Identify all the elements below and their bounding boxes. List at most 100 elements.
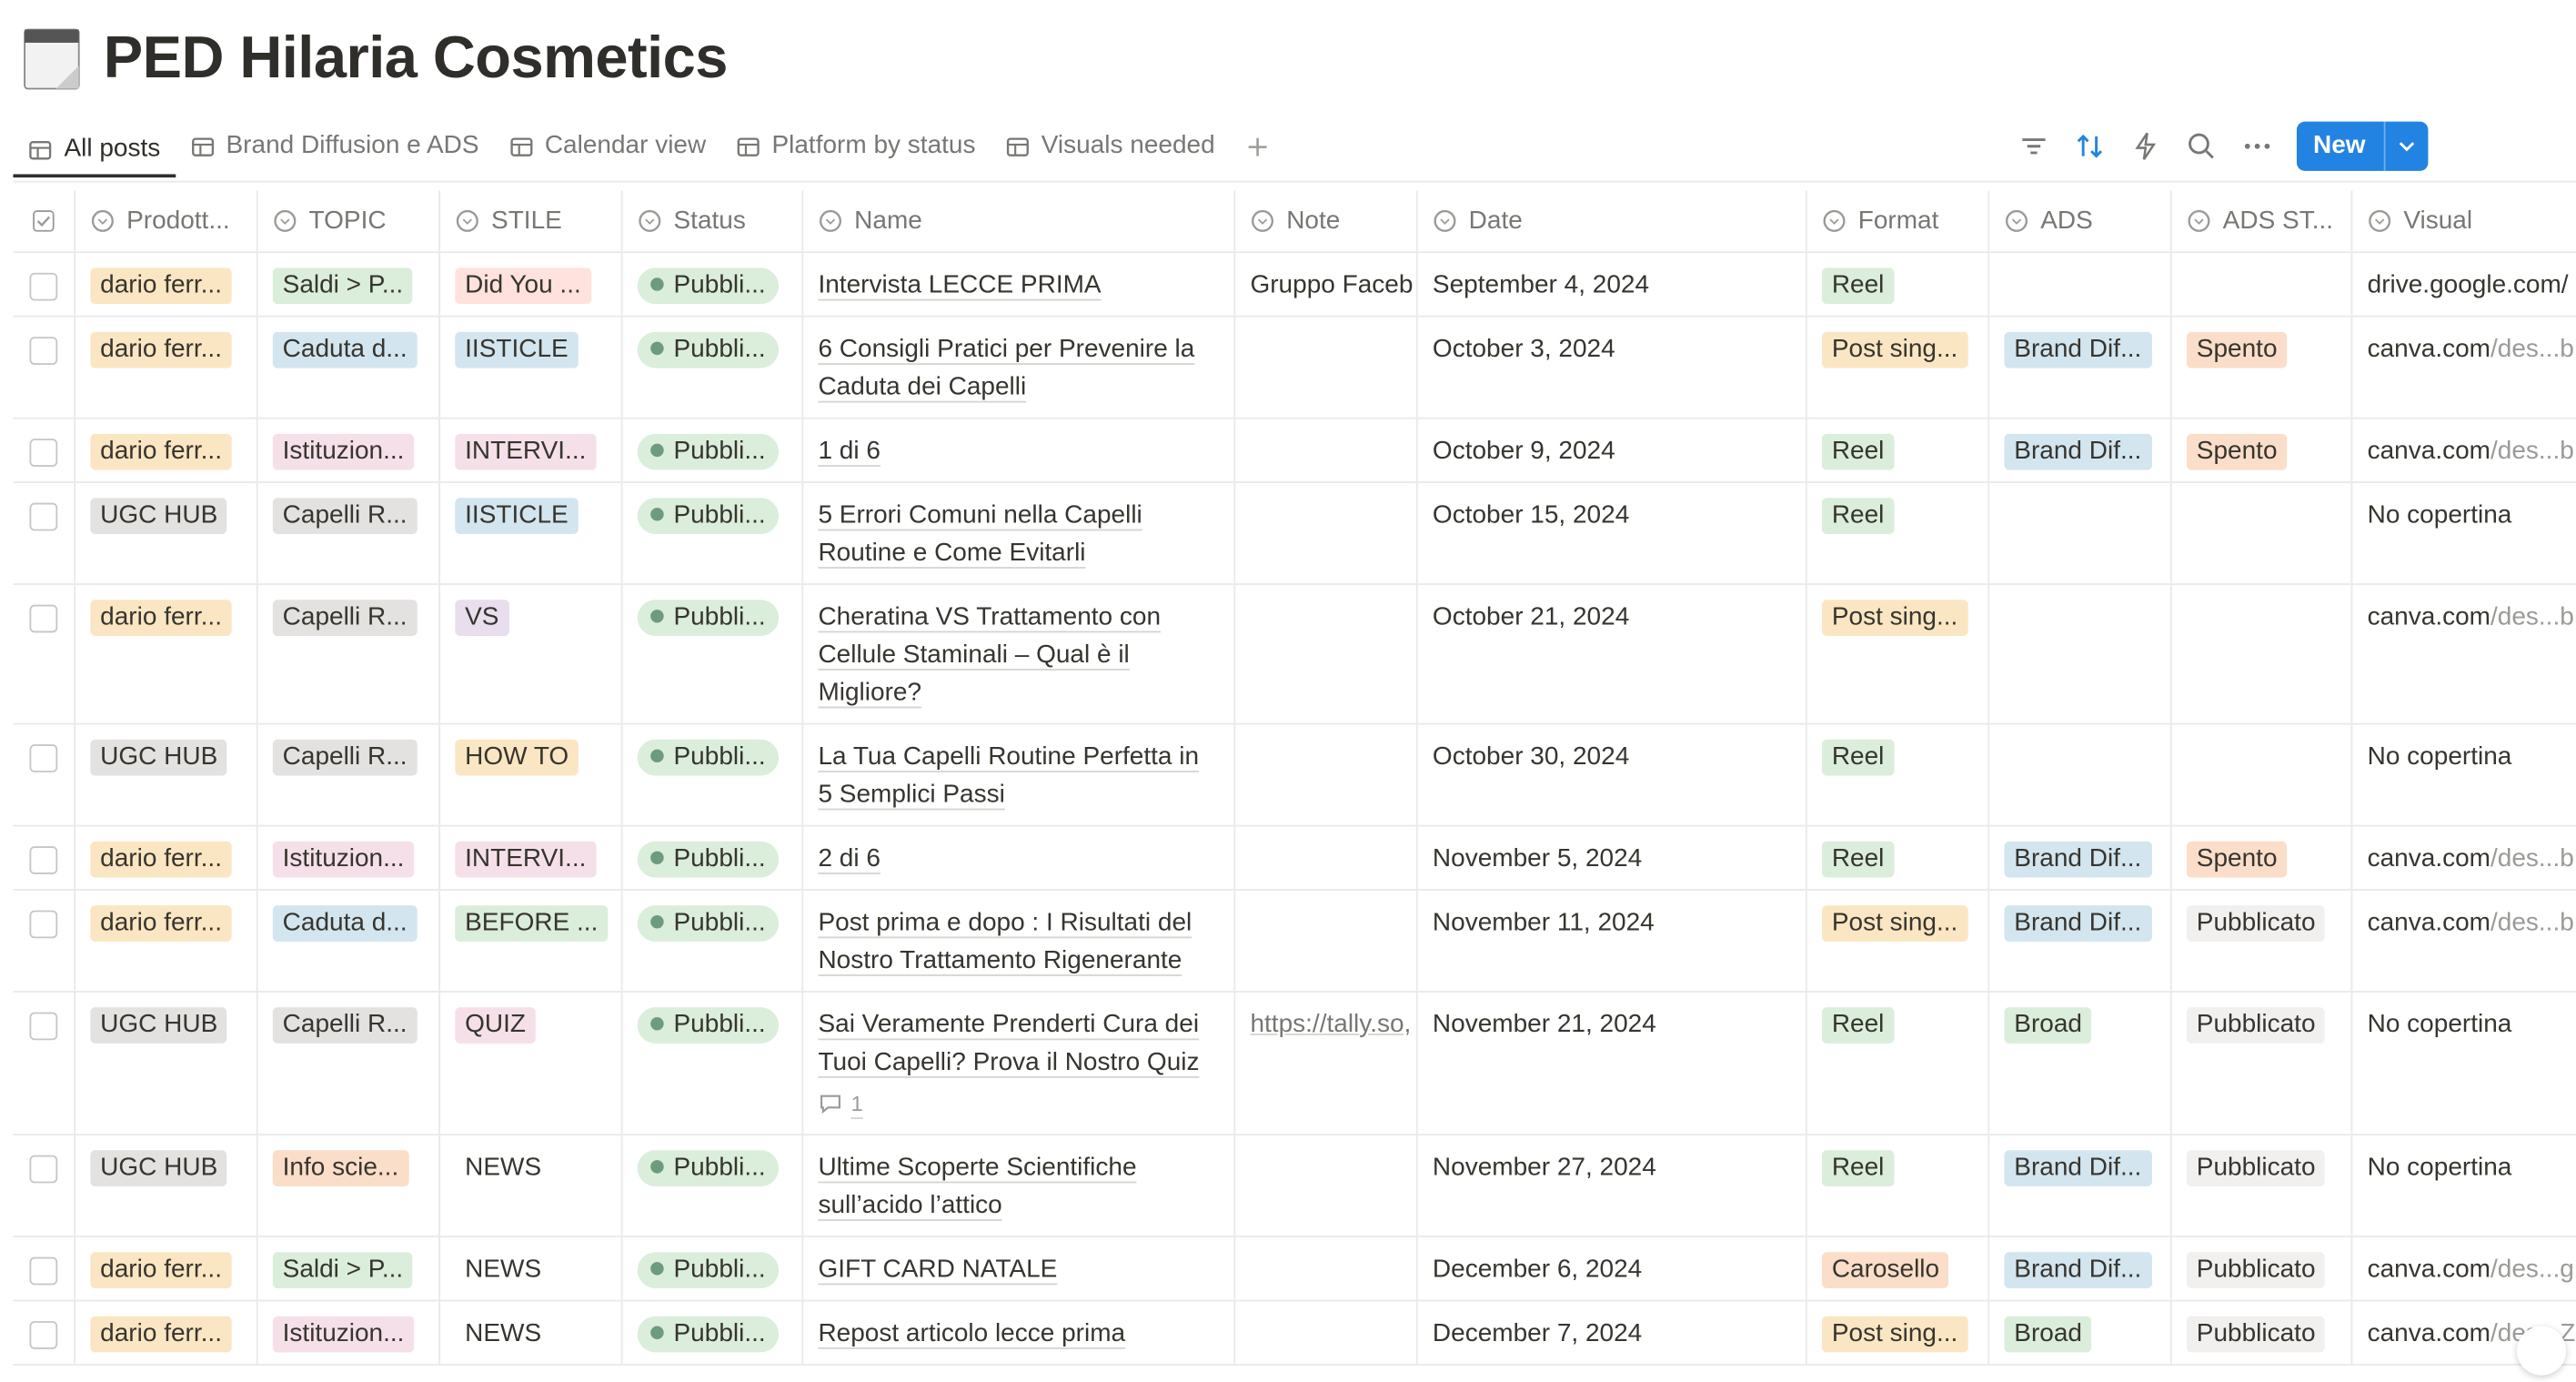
- cell-topic[interactable]: Capelli R...: [258, 992, 441, 1135]
- cell-name[interactable]: 1 di 6: [803, 419, 1236, 482]
- name-line[interactable]: La Tua Capelli Routine Perfetta in: [818, 742, 1200, 772]
- name-line[interactable]: Sai Veramente Prenderti Cura dei: [818, 1010, 1200, 1039]
- cell-status[interactable]: Pubbli...: [623, 1135, 804, 1236]
- checkbox[interactable]: [29, 604, 58, 633]
- cell-date[interactable]: October 3, 2024: [1418, 317, 1807, 418]
- cell-visual[interactable]: No copertina: [2352, 1135, 2576, 1236]
- cell-format[interactable]: Reel: [1807, 724, 1990, 825]
- cell-name[interactable]: 6 Consigli Pratici per Prevenire la Cadut…: [803, 317, 1236, 418]
- cell-stile[interactable]: IISTICLE: [440, 317, 623, 418]
- cell-visual[interactable]: drive.google.com/: [2352, 253, 2576, 316]
- cell-topic[interactable]: Istituzion...: [258, 419, 441, 482]
- cell-prodotto[interactable]: dario ferr...: [75, 826, 258, 890]
- name-line[interactable]: Nostro Trattamento Rigenerante: [818, 946, 1182, 975]
- cell-prodotto[interactable]: UGC HUB: [75, 992, 258, 1135]
- cell-prodotto[interactable]: dario ferr...: [75, 1301, 258, 1365]
- cell-name[interactable]: Ultime Scoperte Scientifiche sull’acido l…: [803, 1135, 1236, 1236]
- cell-ads[interactable]: [1989, 724, 2172, 825]
- cell-stile[interactable]: NEWS: [440, 1135, 623, 1236]
- name-line[interactable]: Intervista LECCE PRIMA: [818, 271, 1102, 299]
- cell-prodotto[interactable]: UGC HUB: [75, 724, 258, 825]
- checkbox[interactable]: [29, 337, 58, 365]
- cell-name[interactable]: La Tua Capelli Routine Perfetta in 5 Semp…: [803, 724, 1236, 825]
- cell-stile[interactable]: NEWS: [440, 1301, 623, 1365]
- cell-ads-status[interactable]: Pubblicato: [2172, 992, 2353, 1135]
- cell-format[interactable]: Post sing...: [1807, 584, 1990, 723]
- cell-visual[interactable]: canva.com/des...b: [2352, 318, 2576, 418]
- cell-note[interactable]: [1235, 826, 1418, 890]
- cell-ads[interactable]: Brand Dif...: [1989, 1237, 2172, 1300]
- name-line[interactable]: sull’acido l’attico: [818, 1191, 1002, 1220]
- cell-note[interactable]: https://tally.so,: [1235, 992, 1418, 1135]
- name-line[interactable]: Post prima e dopo : I Risultati del: [818, 908, 1192, 937]
- checkbox[interactable]: [29, 502, 58, 531]
- search-button[interactable]: [2185, 130, 2218, 163]
- cell-prodotto[interactable]: dario ferr...: [75, 1237, 258, 1300]
- cell-note[interactable]: [1235, 1301, 1418, 1365]
- cell-topic[interactable]: Capelli R...: [258, 724, 441, 825]
- checkbox[interactable]: [29, 1155, 58, 1184]
- column-header[interactable]: Status: [623, 190, 804, 252]
- cell-date[interactable]: September 4, 2024: [1418, 253, 1807, 316]
- name-line[interactable]: 5 Semplici Passi: [818, 780, 1005, 809]
- cell-ads[interactable]: [1989, 584, 2172, 723]
- cell-name[interactable]: GIFT CARD NATALE: [803, 1237, 1236, 1300]
- column-header[interactable]: Format: [1807, 190, 1990, 252]
- tab-label[interactable]: Brand Diffusion e ADS: [226, 131, 479, 160]
- cell-name[interactable]: Cheratina VS Trattamento con Cellule Stam…: [803, 584, 1236, 723]
- cell-name[interactable]: Intervista LECCE PRIMA: [803, 253, 1236, 316]
- cell-stile[interactable]: Did You ...: [440, 253, 623, 316]
- cell-ads[interactable]: Broad: [1989, 992, 2172, 1135]
- cell-date[interactable]: November 5, 2024: [1418, 826, 1807, 890]
- view-tab[interactable]: Brand Diffusion e ADS: [176, 125, 494, 167]
- name-line[interactable]: Migliore?: [818, 678, 922, 707]
- cell-visual[interactable]: canva.com/des...b: [2352, 585, 2576, 723]
- cell-date[interactable]: November 27, 2024: [1418, 1135, 1807, 1236]
- cell-date[interactable]: October 21, 2024: [1418, 584, 1807, 723]
- cell-status[interactable]: Pubbli...: [623, 317, 804, 418]
- column-header[interactable]: Note: [1235, 190, 1418, 252]
- cell-ads-status[interactable]: Pubblicato: [2172, 1135, 2353, 1236]
- column-header[interactable]: Prodott...: [75, 190, 258, 252]
- cell-topic[interactable]: Istituzion...: [258, 826, 441, 890]
- cell-name[interactable]: Repost articolo lecce prima: [803, 1301, 1236, 1365]
- cell-date[interactable]: October 30, 2024: [1418, 724, 1807, 825]
- cell-date[interactable]: December 6, 2024: [1418, 1237, 1807, 1300]
- cell-ads[interactable]: Broad: [1989, 1301, 2172, 1365]
- cell-stile[interactable]: IISTICLE: [440, 482, 623, 584]
- cell-stile[interactable]: BEFORE ...: [440, 890, 623, 992]
- cell-prodotto[interactable]: dario ferr...: [75, 419, 258, 482]
- cell-format[interactable]: Carosello: [1807, 1237, 1990, 1300]
- cell-ads[interactable]: [1989, 253, 2172, 316]
- view-tab[interactable]: Visuals needed: [991, 125, 1230, 167]
- cell-stile[interactable]: INTERVI...: [440, 419, 623, 482]
- cell-stile[interactable]: HOW TO: [440, 724, 623, 825]
- cell-date[interactable]: November 11, 2024: [1418, 890, 1807, 992]
- cell-ads[interactable]: Brand Dif...: [1989, 317, 2172, 418]
- cell-name[interactable]: Sai Veramente Prenderti Cura dei Tuoi Cap…: [803, 992, 1236, 1135]
- add-view[interactable]: [1230, 125, 1284, 167]
- cell-status[interactable]: Pubbli...: [623, 1301, 804, 1365]
- cell-status[interactable]: Pubbli...: [623, 1237, 804, 1300]
- cell-date[interactable]: October 15, 2024: [1418, 482, 1807, 584]
- name-line[interactable]: 1 di 6: [818, 437, 880, 466]
- cell-name[interactable]: 2 di 6: [803, 826, 1236, 890]
- column-header[interactable]: ADS: [1989, 190, 2172, 252]
- cell-ads-status[interactable]: Pubblicato: [2172, 890, 2353, 992]
- column-header[interactable]: Name: [803, 190, 1236, 252]
- column-header[interactable]: Date: [1418, 190, 1807, 252]
- cell-name[interactable]: 5 Errori Comuni nella Capelli Routine e C…: [803, 482, 1236, 584]
- cell-status[interactable]: Pubbli...: [623, 253, 804, 316]
- cell-status[interactable]: Pubbli...: [623, 724, 804, 825]
- cell-note[interactable]: [1235, 419, 1418, 482]
- cell-format[interactable]: Post sing...: [1807, 890, 1990, 992]
- cell-status[interactable]: Pubbli...: [623, 890, 804, 992]
- checkbox[interactable]: [29, 272, 58, 301]
- cell-ads[interactable]: Brand Dif...: [1989, 1135, 2172, 1236]
- cell-note[interactable]: [1235, 1237, 1418, 1300]
- automation-button[interactable]: [2129, 130, 2162, 163]
- cell-ads-status[interactable]: [2172, 724, 2353, 825]
- cell-ads[interactable]: Brand Dif...: [1989, 419, 2172, 482]
- cell-note[interactable]: [1235, 724, 1418, 825]
- cell-status[interactable]: Pubbli...: [623, 826, 804, 890]
